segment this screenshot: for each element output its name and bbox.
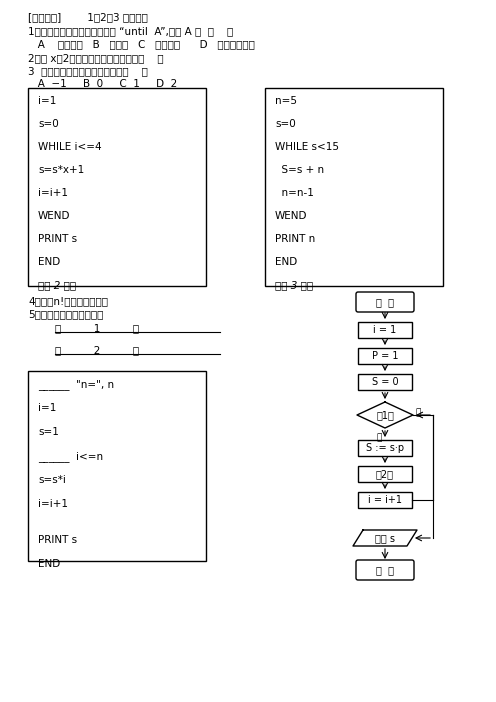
Text: s=0: s=0 [38,119,59,129]
Text: （第 2 题）: （第 2 题） [38,280,76,290]
Text: （第 3 题）: （第 3 题） [275,280,313,290]
Text: P = 1: P = 1 [372,351,398,361]
Polygon shape [357,402,413,428]
Bar [358,440,412,456]
Text: 3  下面程序执行后输出的结果是（    ）: 3 下面程序执行后输出的结果是（ ） [28,66,148,76]
Text: END: END [38,257,60,267]
Text: [同步试题]        1、2、3 循环语句: [同步试题] 1、2、3 循环语句 [28,12,148,22]
Text: WHILE i<=4: WHILE i<=4 [38,142,102,152]
Text: （2）: （2） [376,469,394,479]
Text: 否: 否 [415,409,421,418]
Text: s=s*x+1: s=s*x+1 [38,165,84,175]
Text: PRINT n: PRINT n [275,234,315,244]
Bar [265,88,443,286]
Bar [28,371,206,561]
Text: END: END [38,559,60,569]
Text: s=s*i: s=s*i [38,475,66,485]
Text: i=1: i=1 [38,96,57,106]
Text: ______  "n=", n: ______ "n=", n [38,379,114,390]
Text: 结  束: 结 束 [376,565,394,575]
Text: A  −1     B  0     C  1     D  2: A −1 B 0 C 1 D 2 [28,79,177,89]
Text: END: END [275,257,297,267]
Text: 开  始: 开 始 [376,297,394,307]
Text: S = 0: S = 0 [372,377,398,387]
Text: i=i+1: i=i+1 [38,188,68,198]
Bar [358,466,412,482]
Text: 2．当 x＝2时，下面的程序段结果是（    ）: 2．当 x＝2时，下面的程序段结果是（ ） [28,53,164,63]
Text: PRINT s: PRINT s [38,234,77,244]
Text: i = i+1: i = i+1 [368,495,402,505]
FancyBboxPatch shape [356,560,414,580]
Polygon shape [353,530,417,546]
Text: 是: 是 [376,433,382,442]
Bar [358,492,412,508]
Bar [358,322,412,338]
Text: WHILE s<15: WHILE s<15 [275,142,339,152]
Text: s=1: s=1 [38,427,59,437]
Text: （1）: （1） [376,410,394,420]
Text: n=n-1: n=n-1 [275,188,314,198]
Text: S=s + n: S=s + n [275,165,324,175]
Text: s=0: s=0 [275,119,296,129]
Text: （          2          ）: （ 2 ） [55,345,139,355]
Text: WEND: WEND [275,211,308,221]
Text: 输出 s: 输出 s [375,533,395,543]
Text: i = 1: i = 1 [373,325,397,335]
Text: WEND: WEND [38,211,70,221]
Text: 1．在循环语句的一般形式中有 “until  A”,其中 A 是  （    ）: 1．在循环语句的一般形式中有 “until A”,其中 A 是 （ ） [28,26,233,36]
Text: n=5: n=5 [275,96,297,106]
Text: PRINT s: PRINT s [38,535,77,545]
Text: i=1: i=1 [38,403,57,413]
Text: A    循环变量   B   循环体   C   终止条件      D   终止条件为真: A 循环变量 B 循环体 C 终止条件 D 终止条件为真 [28,39,255,49]
Text: 4．把求n!的程序补充完整: 4．把求n!的程序补充完整 [28,296,108,306]
Bar [358,348,412,364]
Text: S := s·p: S := s·p [366,443,404,453]
Text: （          1          ）: （ 1 ） [55,323,139,333]
Text: ______  i<=n: ______ i<=n [38,451,103,462]
Bar [28,88,206,286]
Text: 5．把程序框图补充完整：: 5．把程序框图补充完整： [28,309,103,319]
Text: i=i+1: i=i+1 [38,499,68,509]
Bar [358,374,412,390]
FancyBboxPatch shape [356,292,414,312]
